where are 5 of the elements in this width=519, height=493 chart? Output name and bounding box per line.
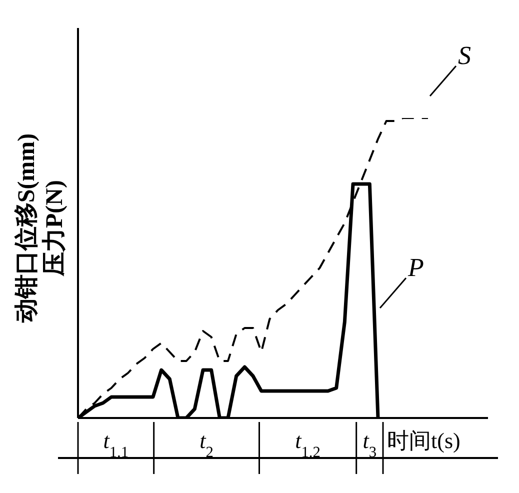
interval-row: t$_{1.1}$ t$_{2}$ t$_{1.2}$ t$_{3}$ 时间t(s) bbox=[8, 418, 508, 478]
text: S bbox=[458, 41, 471, 70]
series-label: P bbox=[407, 253, 424, 282]
x-axis-title: 时间t(s) bbox=[387, 428, 460, 453]
y-axis-title: 动钳口位移S(mm) 压力P(N) bbox=[14, 133, 68, 324]
